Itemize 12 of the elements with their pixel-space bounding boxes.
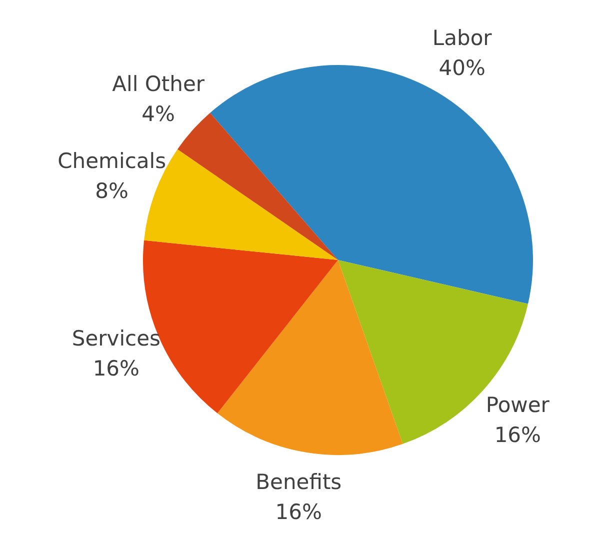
data-label: 16% bbox=[494, 423, 542, 448]
data-label: 4% bbox=[142, 102, 176, 126]
slice-label: All Other bbox=[112, 72, 205, 96]
data-label: 8% bbox=[95, 179, 128, 204]
slice-label: Benefits bbox=[256, 470, 342, 494]
data-label: 40% bbox=[438, 56, 486, 80]
data-label: 16% bbox=[275, 500, 322, 524]
slice-label: Services bbox=[72, 326, 160, 351]
slice-label: Labor bbox=[432, 26, 492, 50]
slice-label: Chemicals bbox=[58, 149, 166, 174]
data-label: 16% bbox=[92, 356, 140, 381]
slice-label: Power bbox=[486, 393, 550, 418]
